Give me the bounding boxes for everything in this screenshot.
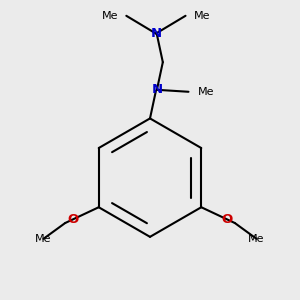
Text: N: N [150, 27, 161, 40]
Text: Me: Me [102, 11, 119, 21]
Text: Me: Me [248, 234, 265, 244]
Text: O: O [68, 213, 79, 226]
Text: N: N [151, 83, 163, 96]
Text: Me: Me [35, 234, 52, 244]
Text: O: O [221, 213, 233, 226]
Text: Me: Me [198, 87, 215, 97]
Text: Me: Me [194, 11, 210, 21]
